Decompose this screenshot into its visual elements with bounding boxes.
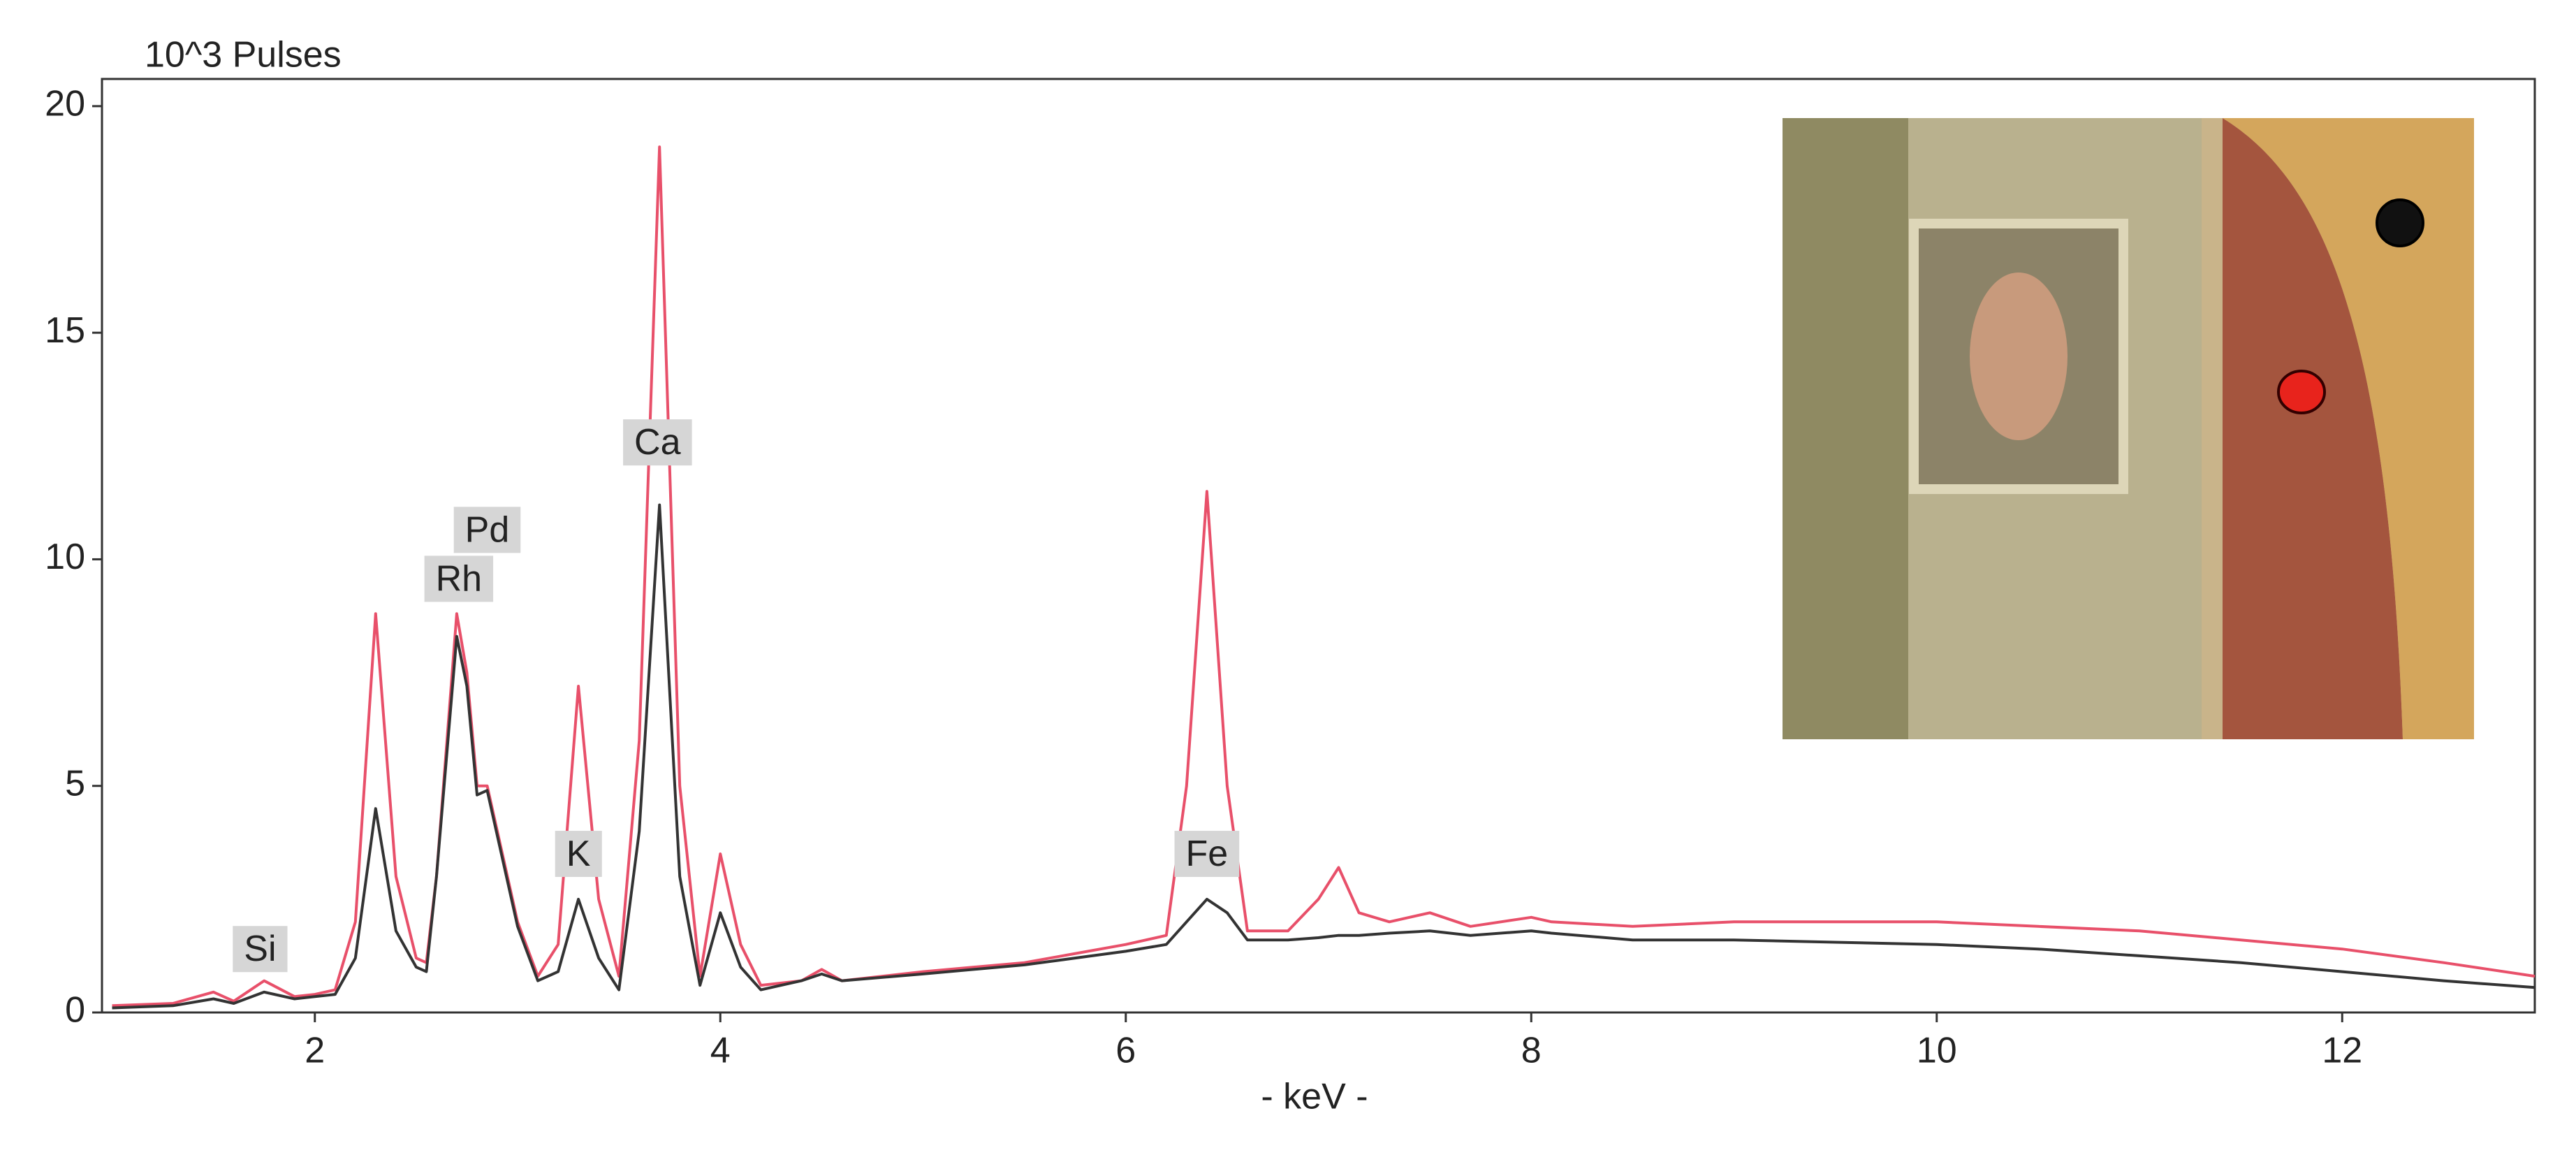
peak-annotation: Rh xyxy=(424,555,494,602)
y-axis-label: 10^3 Pulses xyxy=(145,35,342,75)
peak-annotation: Si xyxy=(233,926,288,973)
photo-figure xyxy=(1783,118,1908,739)
annotation-label: Pd xyxy=(465,509,510,550)
y-tick-label: 15 xyxy=(45,310,85,351)
x-tick-label: 2 xyxy=(305,1031,325,1071)
annotation-label: Fe xyxy=(1186,834,1229,874)
annotation-box xyxy=(424,555,494,602)
inset-photo xyxy=(1783,118,2474,739)
photo-wall xyxy=(2223,118,2474,739)
x-tick-label: 4 xyxy=(710,1031,731,1071)
annotation-box xyxy=(453,507,521,553)
photo-angel xyxy=(1970,273,2068,440)
peak-annotation: Pd xyxy=(453,507,521,553)
black-point xyxy=(2376,198,2424,247)
photo-ornament xyxy=(2223,118,2403,739)
y-tick-label: 5 xyxy=(65,763,85,804)
annotation-label: Ca xyxy=(634,422,681,463)
peak-annotation: K xyxy=(555,831,602,878)
y-tick-label: 0 xyxy=(65,990,85,1031)
annotation-label: Rh xyxy=(436,558,482,599)
x-tick-label: 6 xyxy=(1115,1031,1136,1071)
annotation-label: K xyxy=(566,834,591,874)
x-tick-label: 10 xyxy=(1917,1031,1957,1071)
annotation-box xyxy=(233,926,288,973)
peak-annotation: Ca xyxy=(623,419,692,466)
y-tick-label: 20 xyxy=(45,84,85,124)
annotation-label: Si xyxy=(244,929,276,969)
peak-annotation: Fe xyxy=(1174,831,1240,878)
red-point xyxy=(2277,370,2326,414)
spectrum-line xyxy=(112,503,2535,1010)
x-axis-label: - keV - xyxy=(1261,1077,1368,1117)
x-tick-label: 8 xyxy=(1521,1031,1542,1071)
plot-frame xyxy=(101,78,2536,1014)
y-tick-label: 10 xyxy=(45,537,85,577)
spectrum-line xyxy=(112,145,2535,1008)
annotation-box xyxy=(623,419,692,466)
annotation-box xyxy=(1174,831,1240,878)
annotation-box xyxy=(555,831,602,878)
x-tick-label: 12 xyxy=(2322,1031,2362,1071)
